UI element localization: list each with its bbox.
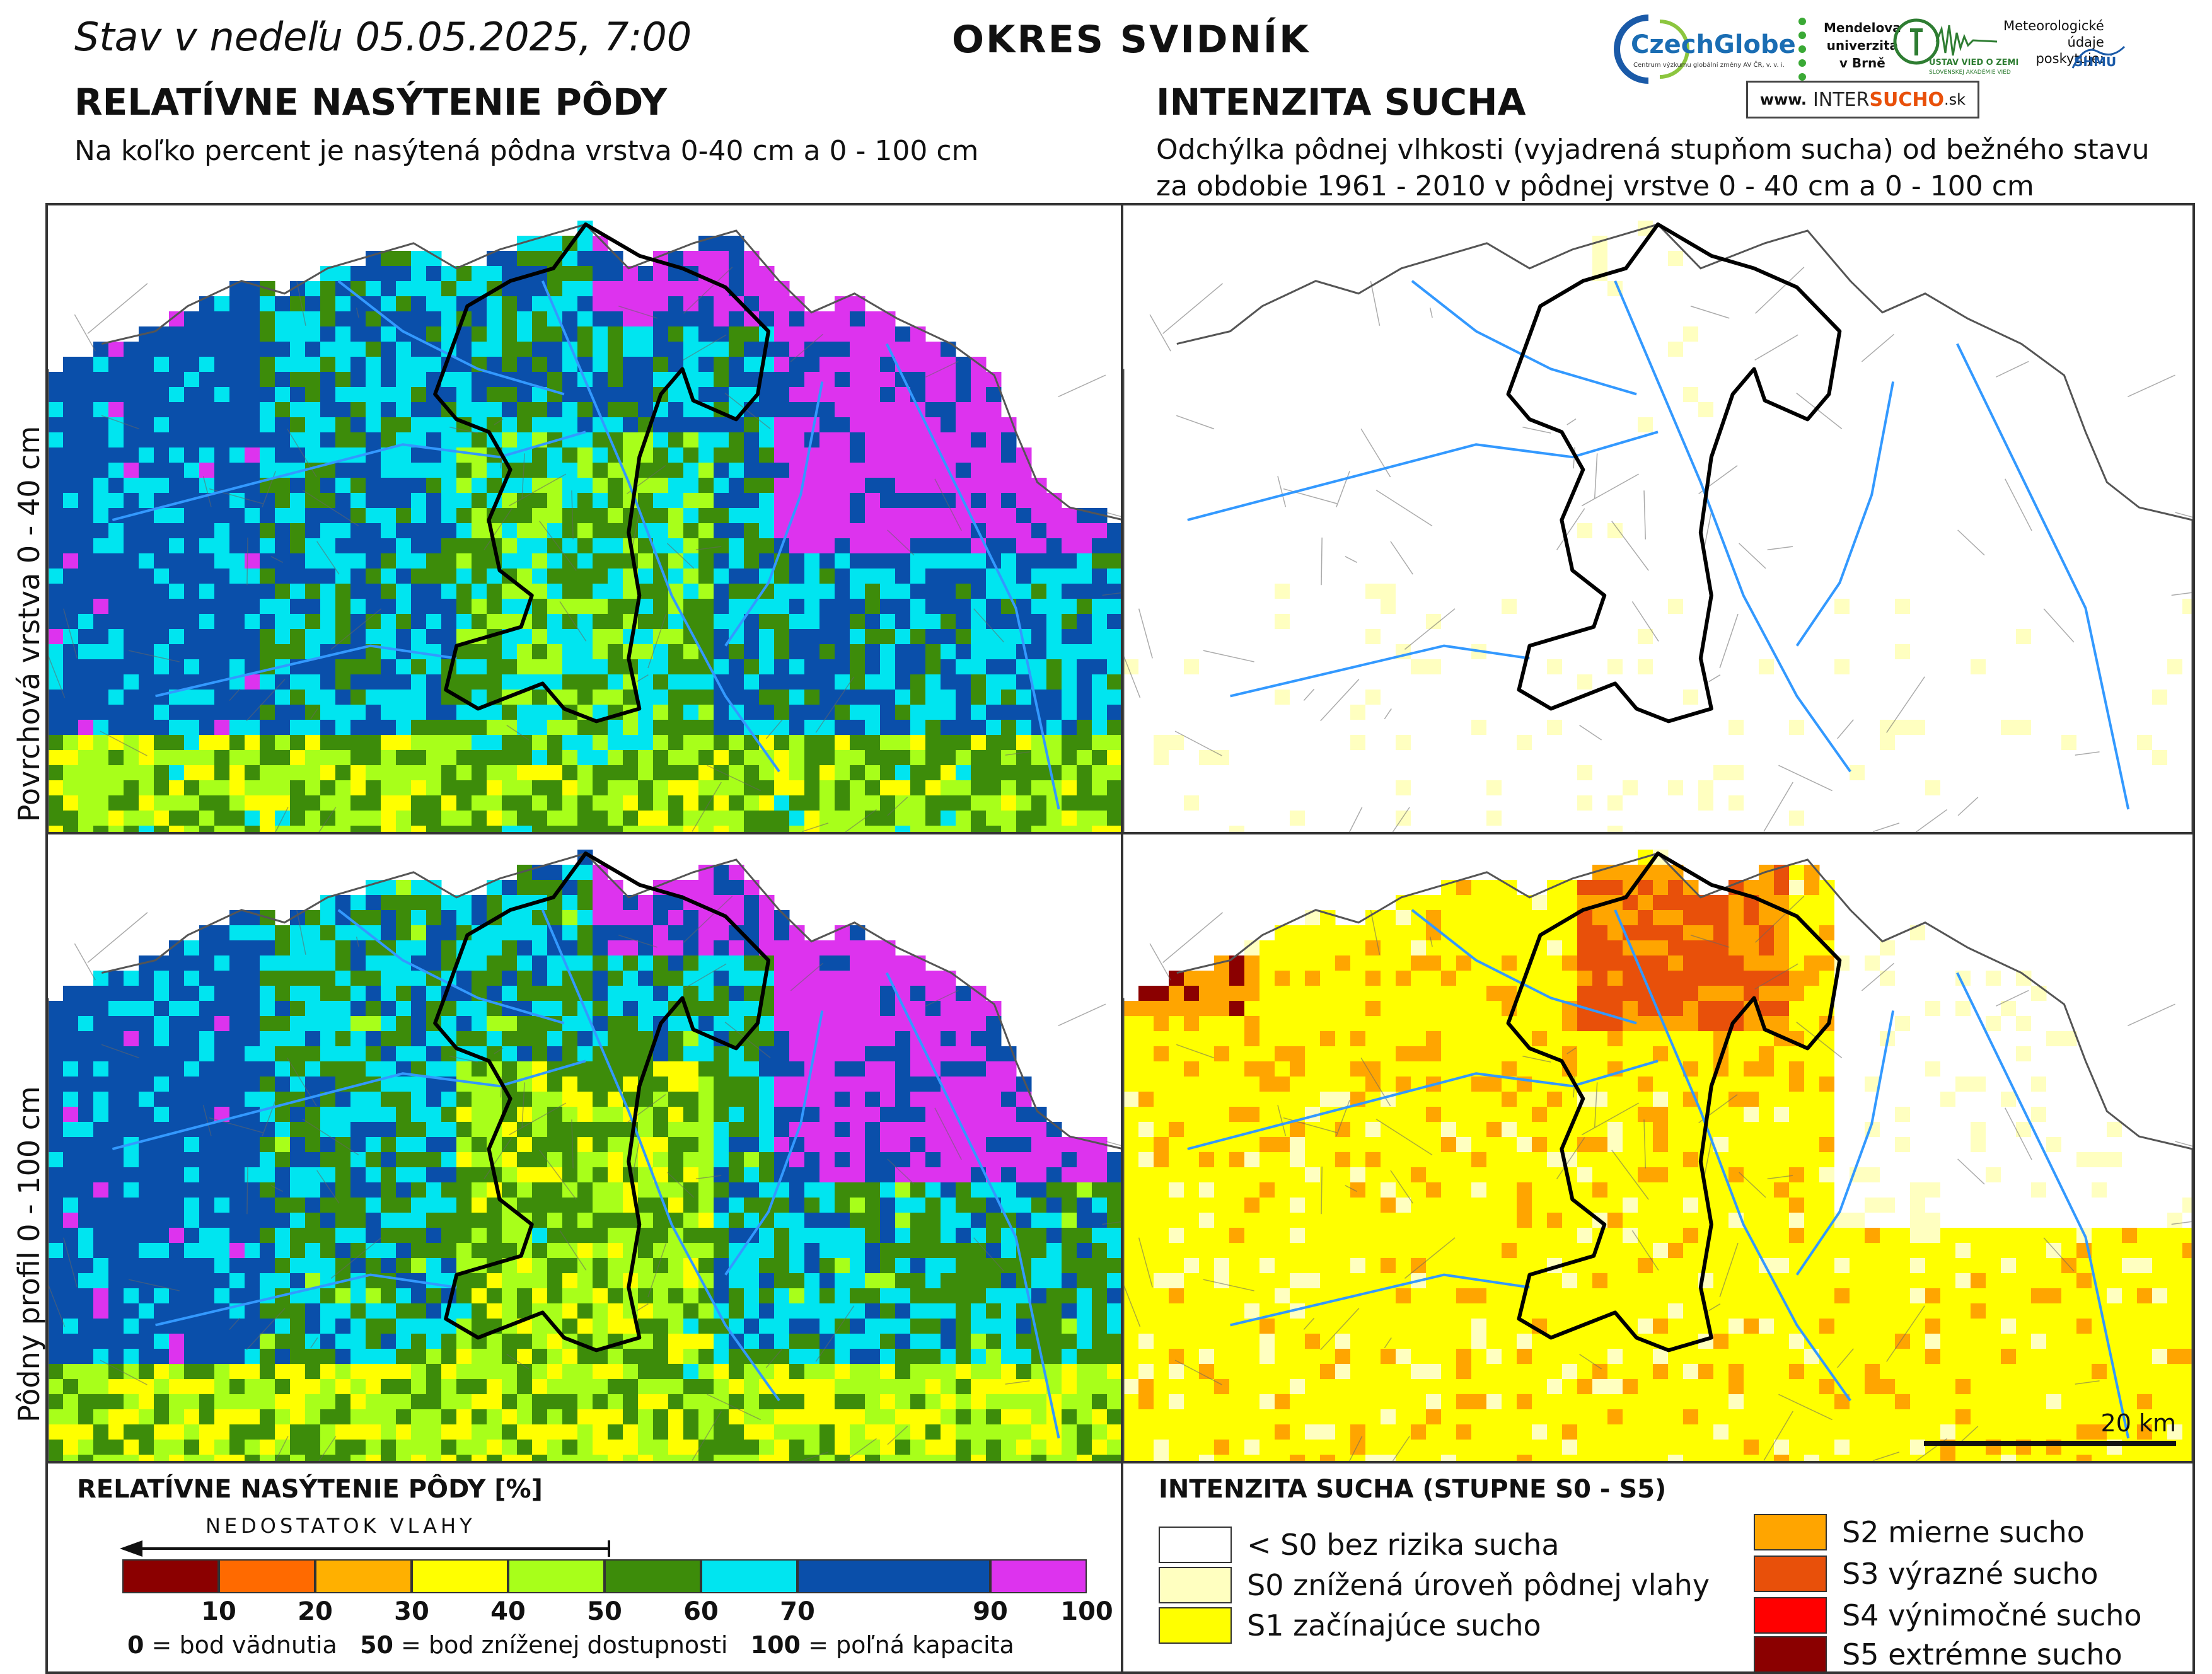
note-50-text: = bod zníženej dostupnosti	[393, 1631, 728, 1659]
drought-legend-label-4: S3 výrazné sucho	[1842, 1557, 2099, 1591]
drought-section-subtitle-2: za obdobie 1961 - 2010 v pôdnej vrstve 0…	[1156, 170, 2034, 202]
drought-legend-swatch-0	[1159, 1527, 1232, 1563]
drought-legend-item-5: S4 výnimočné sucho	[1754, 1596, 2142, 1635]
saturation-tick-90: 90	[973, 1597, 1008, 1626]
saturation-tick-60: 60	[683, 1597, 719, 1626]
uvz-logo-text: ÚSTAV VIED O ZEMI	[1929, 58, 2019, 67]
intersucho-sk: .sk	[1944, 91, 1966, 108]
intersucho-inter: INTER	[1813, 88, 1870, 111]
saturation-legend: RELATÍVNE NASÝTENIE PÔDY [%] NEDOSTATOK …	[45, 1461, 1126, 1674]
saturation-swatch-3	[412, 1559, 508, 1593]
note-50-num: 50	[360, 1631, 393, 1659]
intersucho-www: www.	[1759, 91, 1807, 108]
map-saturation-profile	[45, 832, 1126, 1466]
czechglobe-logo: CzechGlobe Centrum výzkumu globální změn…	[1611, 11, 1796, 87]
map-saturation-topsoil-canvas	[48, 221, 1123, 834]
drought-legend-label-2: S1 začínajúce sucho	[1247, 1608, 1541, 1642]
saturation-swatch-5	[605, 1559, 701, 1593]
saturation-section-subtitle: Na koľko percent je nasýtená pôdna vrstv…	[74, 135, 979, 167]
note-0-num: 0	[127, 1631, 144, 1659]
lack-of-moisture-label: NEDOSTATOK VLAHY	[206, 1514, 476, 1538]
saturation-swatch-0	[122, 1559, 219, 1593]
drought-legend-item-2: S1 začínajúce sucho	[1159, 1606, 1541, 1645]
czechglobe-logo-text: CzechGlobe	[1631, 30, 1796, 59]
drought-legend-label-1: S0 znížená úroveň pôdnej vlahy	[1247, 1568, 1710, 1602]
drought-legend-swatch-3	[1754, 1514, 1827, 1550]
note-100-text: = poľná kapacita	[801, 1631, 1014, 1659]
saturation-section-title: RELATÍVNE NASÝTENIE PÔDY	[74, 81, 668, 124]
met-provider-label: Meteorologické údaje poskytuje:	[2003, 18, 2104, 67]
met-line-3: poskytuje:	[2035, 51, 2104, 66]
drought-section-subtitle-1: Odchýlka pôdnej vlhkosti (vyjadrená stup…	[1156, 134, 2150, 166]
saturation-swatch-7	[797, 1559, 990, 1593]
drought-legend-item-6: S5 extrémne sucho	[1754, 1635, 2122, 1674]
drought-legend-item-3: S2 mierne sucho	[1754, 1513, 2085, 1552]
met-line-1: Meteorologické	[2003, 18, 2104, 33]
scale-bar-line	[1924, 1441, 2176, 1446]
mendel-logo: Mendelova univerzita v Brně	[1793, 14, 1901, 89]
drought-legend-title: INTENZITA SUCHA (STUPNE S0 - S5)	[1159, 1475, 1667, 1504]
uvz-logo: ÚSTAV VIED O ZEMI SLOVENSKEJ AKADÉMIE VI…	[1891, 16, 2018, 86]
mendel-line-3: v Brně	[1839, 55, 1885, 71]
row-label-profile: Pôdny profil 0 - 100 cm	[12, 1086, 46, 1423]
saturation-legend-title: RELATÍVNE NASÝTENIE PÔDY [%]	[77, 1475, 543, 1504]
shmu-logo-text: SHMÚ	[2074, 54, 2117, 69]
note-0-text: = bod vädnutia	[144, 1631, 337, 1659]
saturation-tick-30: 30	[394, 1597, 429, 1626]
scale-bar-label: 20 km	[2100, 1409, 2176, 1437]
drought-legend: INTENZITA SUCHA (STUPNE S0 - S5) < S0 be…	[1121, 1461, 2195, 1674]
saturation-swatch-6	[701, 1559, 797, 1593]
lack-of-moisture-arrow	[120, 1540, 610, 1557]
saturation-swatch-1	[219, 1559, 315, 1593]
drought-legend-swatch-6	[1754, 1636, 1827, 1673]
drought-legend-item-0: < S0 bez rizika sucha	[1159, 1525, 1560, 1564]
drought-legend-label-5: S4 výnimočné sucho	[1842, 1598, 2142, 1632]
intersucho-sucho: SUCHO	[1869, 88, 1945, 111]
district-title: OKRES SVIDNÍK	[952, 18, 1311, 62]
drought-legend-label-6: S5 extrémne sucho	[1842, 1637, 2122, 1671]
uvz-logo-subtext: SLOVENSKEJ AKADÉMIE VIED	[1929, 69, 2011, 76]
map-drought-topsoil	[1121, 203, 2195, 837]
saturation-tick-100: 100	[1060, 1597, 1113, 1626]
map-saturation-profile-canvas	[48, 850, 1123, 1463]
saturation-tick-20: 20	[298, 1597, 333, 1626]
drought-legend-item-1: S0 znížená úroveň pôdnej vlahy	[1159, 1566, 1710, 1605]
saturation-swatch-2	[315, 1559, 412, 1593]
map-drought-profile-canvas	[1123, 850, 2192, 1463]
drought-legend-swatch-5	[1754, 1597, 1827, 1634]
met-line-2: údaje	[2067, 35, 2104, 50]
row-label-topsoil: Povrchová vrstva 0 - 40 cm	[12, 425, 46, 823]
saturation-tick-70: 70	[780, 1597, 815, 1626]
mendel-line-1: Mendelova	[1824, 20, 1901, 35]
intersucho-logo: www. INTER SUCHO .sk	[1746, 81, 1979, 118]
saturation-tick-40: 40	[490, 1597, 526, 1626]
drought-section-title: INTENZITA SUCHA	[1156, 81, 1526, 124]
note-100-num: 100	[750, 1631, 801, 1659]
shmu-logo: SHMÚ	[2070, 40, 2127, 72]
saturation-tick-50: 50	[587, 1597, 622, 1626]
saturation-swatch-8	[990, 1559, 1087, 1593]
date-label: Stav v nedeľu 05.05.2025, 7:00	[74, 14, 692, 60]
drought-legend-label-3: S2 mierne sucho	[1842, 1515, 2085, 1549]
drought-legend-label-0: < S0 bez rizika sucha	[1247, 1528, 1560, 1562]
saturation-legend-notes: 0 = bod vädnutia 50 = bod zníženej dostu…	[127, 1631, 1014, 1659]
drought-legend-swatch-4	[1754, 1556, 1827, 1592]
map-saturation-topsoil	[45, 203, 1126, 837]
scale-bar: 20 km	[1924, 1409, 2176, 1447]
czechglobe-logo-subtext: Centrum výzkumu globální změny AV ČR, v.…	[1633, 62, 1785, 69]
drought-legend-item-4: S3 výrazné sucho	[1754, 1554, 2099, 1593]
map-drought-profile: 20 km	[1121, 832, 2195, 1466]
saturation-tick-10: 10	[201, 1597, 236, 1626]
drought-legend-swatch-2	[1159, 1607, 1232, 1644]
map-drought-topsoil-canvas	[1123, 221, 2192, 834]
saturation-swatch-4	[508, 1559, 605, 1593]
drought-legend-swatch-1	[1159, 1567, 1232, 1603]
mendel-line-2: univerzita	[1826, 38, 1899, 53]
